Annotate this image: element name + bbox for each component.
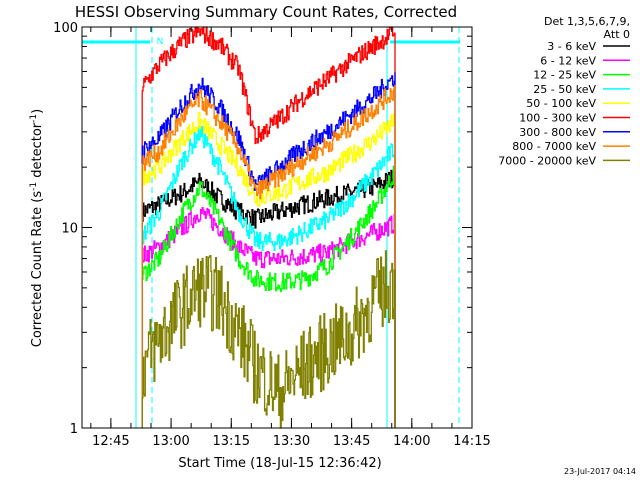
- legend-label: 3 - 6 keV: [547, 40, 596, 53]
- y-axis-label-sup-2: -1: [29, 114, 39, 123]
- legend-label: 25 - 50 keV: [533, 83, 596, 96]
- x-axis-label: Start Time (18-Jul-15 12:36:42): [178, 456, 381, 471]
- legend-label: 300 - 800 keV: [519, 126, 596, 139]
- legend-label: 7000 - 20000 keV: [498, 154, 596, 167]
- series-7000-20000keV-line: [141, 250, 396, 429]
- y-tick-label: 100: [53, 21, 78, 36]
- series-100-300keV-line: [141, 26, 396, 428]
- y-tick-label: 1: [70, 422, 78, 437]
- y-axis-label-end: ): [30, 109, 45, 114]
- series-25-50keV-line: [141, 125, 396, 428]
- y-axis-ticks: 1 10 100: [53, 21, 472, 437]
- legend-header-line-1: Det 1,3,5,6,7,9,: [544, 15, 630, 28]
- legend-label: 50 - 100 keV: [526, 97, 596, 110]
- x-tick-label: 14:15: [453, 434, 490, 449]
- legend-label: 800 - 7000 keV: [512, 140, 596, 153]
- chart-title: HESSI Observing Summary Count Rates, Cor…: [75, 3, 457, 21]
- x-tick-label: 13:00: [152, 434, 189, 449]
- series-3-6keV-line: [141, 169, 396, 428]
- y-axis-label: Corrected Count Rate (s-1 detector-1): [29, 109, 45, 347]
- x-tick-label: 13:45: [333, 434, 370, 449]
- y-tick-label: 10: [61, 222, 78, 237]
- x-tick-label: 14:00: [393, 434, 430, 449]
- legend-label: 6 - 12 keV: [540, 54, 596, 67]
- y-axis-label-sup-1: -1: [29, 182, 39, 191]
- series-300-800keV-line: [141, 72, 396, 428]
- x-axis-ticks: 12:45 13:00 13:15 13:30 13:45 14:00 14:15: [90, 27, 491, 449]
- x-tick-label: 13:15: [213, 434, 250, 449]
- x-tick-label: 12:45: [92, 434, 129, 449]
- flag-label: N: [157, 37, 164, 47]
- series-layer: [141, 26, 396, 429]
- x-tick-label: 13:30: [273, 434, 310, 449]
- y-axis-label-main: Corrected Count Rate (s: [30, 191, 45, 348]
- series-800-7000keV-line: [141, 84, 396, 428]
- legend-label: 12 - 25 keV: [533, 69, 596, 82]
- flag-layer: N: [82, 27, 460, 428]
- legend-label: 100 - 300 keV: [519, 112, 596, 125]
- timestamp: 23-Jul-2017 04:14: [564, 467, 636, 476]
- y-axis-label-mid: detector: [30, 122, 45, 182]
- series-12-25keV-line: [141, 165, 396, 428]
- legend-header-line-2: Att 0: [604, 28, 630, 41]
